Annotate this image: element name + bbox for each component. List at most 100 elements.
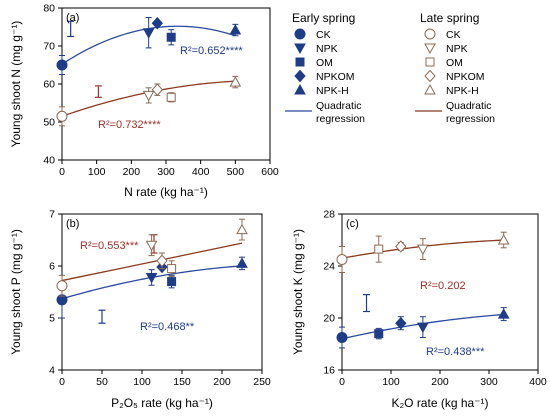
early-point-npk-h xyxy=(236,256,248,271)
y-tick-label: 6 xyxy=(49,261,55,273)
legend-early-om: OM xyxy=(316,57,333,69)
late-marker-npkom xyxy=(156,254,168,268)
late-point-npk-h xyxy=(229,75,242,89)
late-point-om xyxy=(166,92,176,103)
panel-a-lsd-bars xyxy=(67,20,102,98)
late-marker-npk-h xyxy=(229,76,242,87)
early-point-ck xyxy=(336,326,348,349)
legend-early-npkom: NPKOM xyxy=(316,71,355,83)
late-marker-npkom xyxy=(151,83,164,96)
panel-a-points xyxy=(56,16,242,127)
late-marker-ck xyxy=(56,110,68,122)
panel-c-label: (c) xyxy=(346,218,359,230)
panel-c-points xyxy=(336,231,510,349)
legend-late-npk: NPK xyxy=(446,43,468,55)
early-marker-npk xyxy=(417,322,429,334)
x-tick-label: 100 xyxy=(88,166,106,178)
panel-c-y-axis-label: Young shoot K (mg g⁻¹) xyxy=(291,229,305,355)
early-point-npkom xyxy=(151,16,164,30)
late-point-npkom xyxy=(151,83,164,96)
late-point-npkom xyxy=(395,240,407,253)
y-tick-label: 28 xyxy=(323,209,335,221)
x-tick-label: 600 xyxy=(261,166,279,178)
lsd-bar xyxy=(363,294,370,313)
legend-early-regression-line1: Quadratic xyxy=(316,100,362,112)
legend: Early spring Late spring CK NPK OM NPKOM… xyxy=(285,11,495,125)
panel-a-x-axis-label: N rate (kg ha⁻¹) xyxy=(124,185,208,199)
legend-late-regression-line2: regression xyxy=(446,113,495,125)
early-point-npk xyxy=(142,17,155,49)
y-tick-label: 60 xyxy=(43,79,55,91)
early-point-npk-h xyxy=(229,23,242,37)
x-tick-label: 100 xyxy=(133,376,151,388)
y-tick-label: 50 xyxy=(43,117,55,129)
legend-late-npk-h: NPK-H xyxy=(446,85,479,97)
x-tick-label: 150 xyxy=(173,376,191,388)
legend-late-ck: CK xyxy=(446,29,461,41)
lsd-bar xyxy=(98,309,106,324)
late-point-npk xyxy=(142,87,155,104)
x-tick-label: 400 xyxy=(192,166,210,178)
panel-b-ticks: 0 50 100 150 200 250 4 5 6 7 xyxy=(49,209,271,389)
late-marker-ck xyxy=(56,280,68,292)
early-point-npk xyxy=(417,316,429,338)
early-marker-ck xyxy=(336,332,348,343)
x-tick-label: 200 xyxy=(123,166,141,178)
legend-late-regression-line1: Quadratic xyxy=(446,100,492,112)
legend-late-marker-npk-h xyxy=(424,83,436,95)
panel-b-label: (b) xyxy=(66,218,79,230)
early-point-npkom xyxy=(395,316,407,331)
legend-early-markers xyxy=(285,28,312,112)
late-marker-npk xyxy=(417,244,429,256)
early-marker-npk-h xyxy=(236,257,248,268)
x-tick-label: 300 xyxy=(480,376,498,388)
early-marker-npkom xyxy=(395,316,407,330)
early-marker-om xyxy=(167,277,177,287)
y-tick-label: 40 xyxy=(43,155,55,167)
legend-late-marker-npkom xyxy=(424,69,436,83)
legend-late-marker-om xyxy=(425,57,435,67)
panel-b-r2-late: R²=0.553*** xyxy=(80,240,139,252)
panel-b-r2-early: R²=0.468** xyxy=(140,321,195,333)
late-regression-curve xyxy=(61,242,243,282)
late-marker-om xyxy=(166,92,176,102)
panel-a-label: (a) xyxy=(66,12,79,24)
x-tick-label: 0 xyxy=(339,376,345,388)
late-marker-om xyxy=(374,244,384,254)
panel-c: 0 100 200 300 400 16 20 24 28 (c) R²=0.202 R²=0.… xyxy=(291,209,547,411)
panel-b-y-axis-label: Young shoot P (mg g⁻¹) xyxy=(9,229,23,355)
late-point-npk xyxy=(145,234,158,257)
late-point-npk xyxy=(417,238,429,260)
legend-early-header: Early spring xyxy=(292,11,355,25)
late-point-npk-h xyxy=(236,218,248,241)
panel-b-frame xyxy=(61,213,263,371)
late-point-npk-h xyxy=(497,231,510,249)
early-marker-npk xyxy=(142,28,155,39)
early-point-ck xyxy=(56,55,68,75)
legend-late-header: Late spring xyxy=(420,11,479,25)
late-marker-npk xyxy=(142,90,155,102)
early-point-om xyxy=(167,274,177,289)
y-tick-label: 4 xyxy=(49,365,55,377)
early-marker-npk-h xyxy=(229,24,242,35)
legend-late-marker-ck xyxy=(424,28,436,40)
legend-late-marker-npk xyxy=(424,43,436,55)
early-point-om xyxy=(166,29,176,46)
late-marker-npk-h xyxy=(497,233,510,245)
legend-late-markers xyxy=(415,28,442,112)
y-tick-label: 20 xyxy=(323,313,335,325)
panel-c-ticks: 0 100 200 300 400 16 20 24 28 xyxy=(323,209,547,389)
legend-early-npk: NPK xyxy=(316,43,338,55)
legend-early-npk-h: NPK-H xyxy=(316,85,349,97)
x-tick-label: 0 xyxy=(59,376,65,388)
late-point-ck xyxy=(56,274,68,297)
y-tick-label: 7 xyxy=(49,209,55,221)
lsd-bar xyxy=(94,85,102,98)
late-point-om xyxy=(374,235,384,263)
panel-a: 0 100 200 300 400 500 600 40 50 60 70 80 (a) R²=0.6… xyxy=(9,3,279,200)
panel-a-y-axis-label: Young shoot N (mg g⁻¹) xyxy=(9,21,23,148)
panel-c-r2-late: R²=0.202 xyxy=(420,280,466,292)
late-marker-npkom xyxy=(395,240,407,253)
early-marker-npkom xyxy=(151,16,164,30)
